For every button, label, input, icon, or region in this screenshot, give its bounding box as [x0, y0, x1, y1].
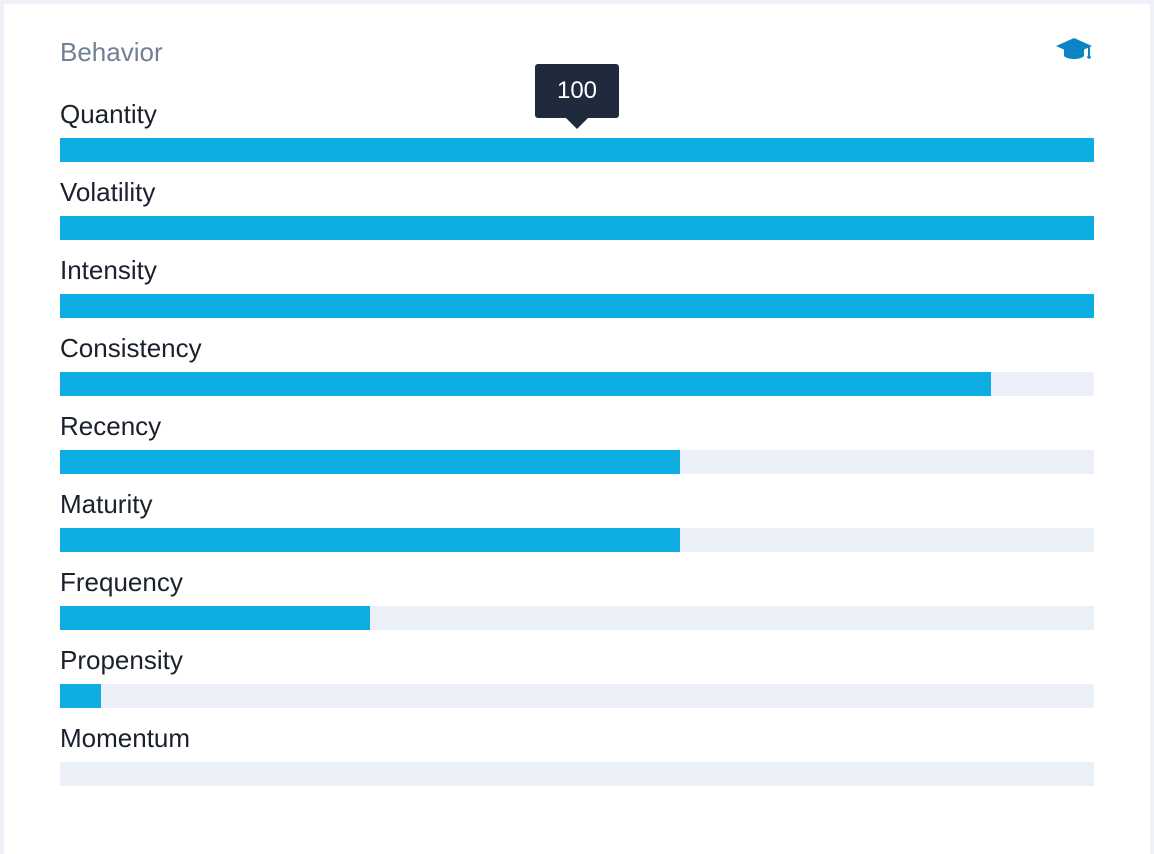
- metric-label: Momentum: [60, 723, 191, 753]
- metric-list: Quantity Volatility Intensity Consistenc…: [60, 96, 1094, 798]
- metric-bar-fill: [60, 294, 1094, 318]
- metric-bar-track[interactable]: [60, 450, 1094, 474]
- metric-bar-track[interactable]: [60, 684, 1094, 708]
- metric-label: Recency: [60, 411, 162, 441]
- metric-bar-fill: [60, 216, 1094, 240]
- metric-row: Quantity: [60, 96, 1094, 174]
- card-title: Behavior: [60, 37, 163, 67]
- tooltip-arrow: [566, 118, 588, 129]
- metric-row: Volatility: [60, 174, 1094, 252]
- metric-label: Frequency: [60, 567, 183, 597]
- metric-bar-track[interactable]: [60, 762, 1094, 786]
- metric-bar-track[interactable]: [60, 138, 1094, 162]
- metric-label: Consistency: [60, 333, 202, 363]
- metric-bar-track[interactable]: [60, 606, 1094, 630]
- behavior-card: Behavior Quantity Volatility Intensity C…: [4, 4, 1150, 854]
- metric-bar-track[interactable]: [60, 216, 1094, 240]
- metric-row: Recency: [60, 408, 1094, 486]
- metric-row: Frequency: [60, 564, 1094, 642]
- metric-bar-fill: [60, 606, 371, 630]
- metric-bar-fill: [60, 138, 1094, 162]
- metric-bar-fill: [60, 450, 681, 474]
- metric-row: Momentum: [60, 720, 1094, 798]
- metric-label: Quantity: [60, 99, 157, 129]
- metric-bar-track[interactable]: [60, 372, 1094, 396]
- metric-label: Intensity: [60, 255, 157, 285]
- metric-bar-fill: [60, 684, 102, 708]
- metric-row: Intensity: [60, 252, 1094, 330]
- metric-bar-fill: [60, 372, 991, 396]
- metric-row: Consistency: [60, 330, 1094, 408]
- metric-label: Volatility: [60, 177, 156, 207]
- graduation-cap-icon[interactable]: [1054, 34, 1094, 64]
- metric-label: Maturity: [60, 489, 153, 519]
- metric-label: Propensity: [60, 645, 183, 675]
- value-tooltip: 100: [535, 64, 619, 118]
- metric-bar-track[interactable]: [60, 528, 1094, 552]
- metric-row: Propensity: [60, 642, 1094, 720]
- metric-row: Maturity: [60, 486, 1094, 564]
- metric-bar-fill: [60, 528, 681, 552]
- metric-bar-track[interactable]: [60, 294, 1094, 318]
